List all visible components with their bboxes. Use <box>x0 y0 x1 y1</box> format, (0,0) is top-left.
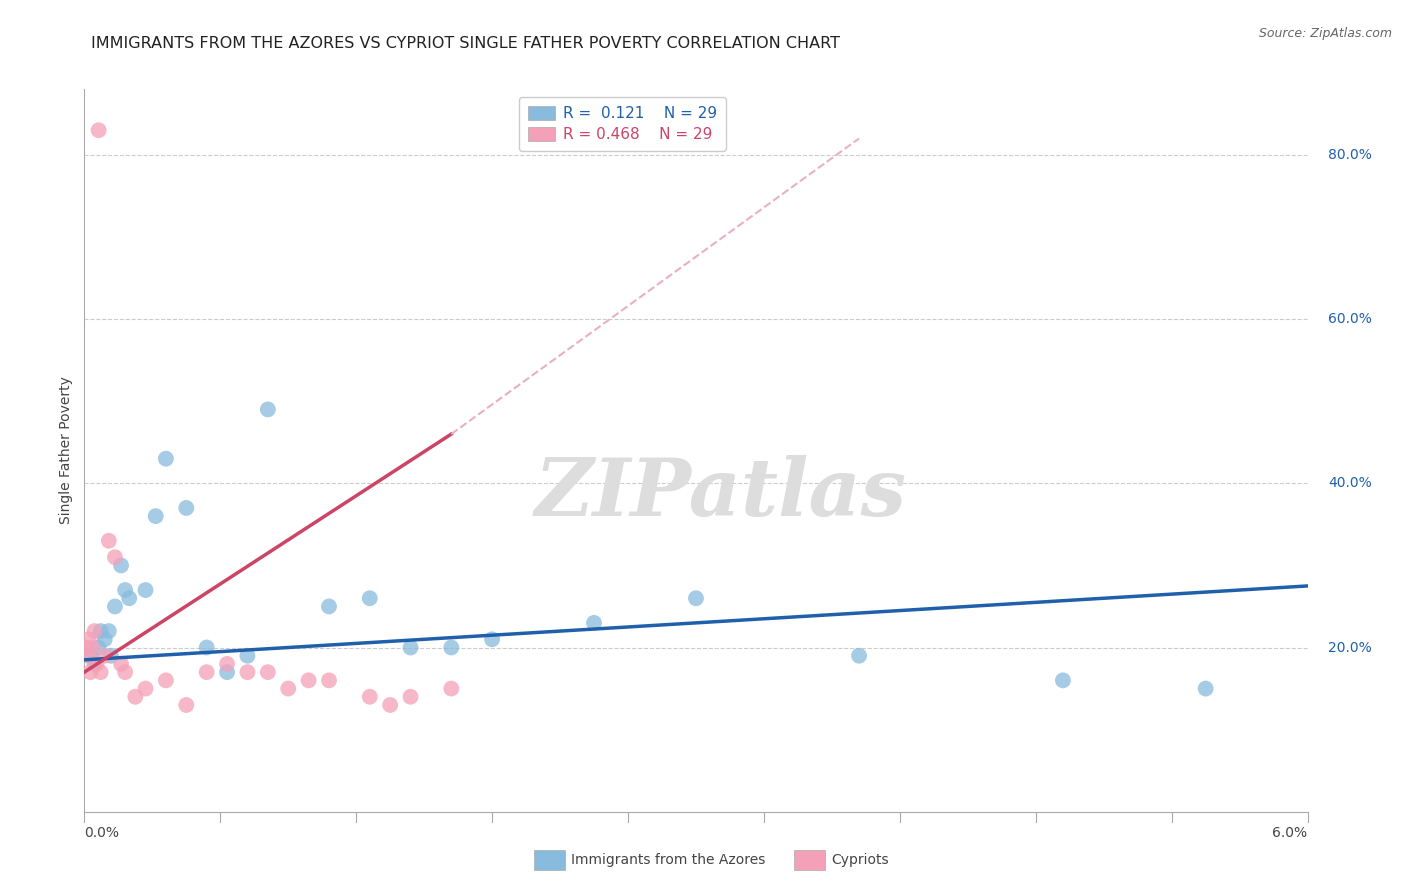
Point <box>90 624 112 639</box>
Point <box>114 665 136 680</box>
Point <box>277 681 299 696</box>
Point <box>124 690 146 704</box>
Point <box>848 648 870 663</box>
Legend: R =  0.121    N = 29, R = 0.468    N = 29: R = 0.121 N = 29, R = 0.468 N = 29 <box>519 97 727 152</box>
Point <box>176 698 198 712</box>
Point <box>685 591 707 606</box>
Point <box>236 665 259 680</box>
Text: ZIPatlas: ZIPatlas <box>534 455 907 533</box>
Text: 80.0%: 80.0% <box>1329 148 1372 161</box>
Text: Immigrants from the Azores: Immigrants from the Azores <box>571 853 765 867</box>
Point <box>440 681 463 696</box>
Point <box>257 665 280 680</box>
Point <box>217 657 239 671</box>
Point <box>77 648 100 663</box>
Point <box>318 599 340 614</box>
Point <box>90 665 112 680</box>
Point <box>359 591 381 606</box>
Point <box>399 640 422 655</box>
Point <box>257 402 280 417</box>
Point <box>100 648 122 663</box>
Point <box>1195 681 1218 696</box>
Point <box>1052 673 1074 688</box>
Point <box>135 681 157 696</box>
Y-axis label: Single Father Poverty: Single Father Poverty <box>59 376 73 524</box>
Point <box>87 640 110 655</box>
Point <box>77 632 100 647</box>
Point <box>104 550 127 565</box>
Point <box>135 582 157 597</box>
Point <box>87 123 110 137</box>
Point <box>97 533 120 548</box>
Point <box>298 673 321 688</box>
Point <box>236 648 259 663</box>
Point <box>583 615 606 630</box>
Point <box>83 624 105 639</box>
Point <box>380 698 402 712</box>
Point <box>114 582 136 597</box>
Point <box>118 591 141 606</box>
Point <box>110 558 132 573</box>
Point <box>318 673 340 688</box>
Point <box>440 640 463 655</box>
Text: 6.0%: 6.0% <box>1272 826 1308 840</box>
Point <box>481 632 503 647</box>
Point <box>155 673 177 688</box>
Point <box>155 451 177 466</box>
Text: 20.0%: 20.0% <box>1329 640 1372 655</box>
Point <box>75 640 97 655</box>
Point <box>93 648 117 663</box>
Point <box>86 657 108 671</box>
Point <box>145 509 167 524</box>
Point <box>359 690 381 704</box>
Point <box>79 665 101 680</box>
Point <box>104 599 127 614</box>
Point <box>195 665 218 680</box>
Point <box>399 690 422 704</box>
Point <box>195 640 218 655</box>
Text: IMMIGRANTS FROM THE AZORES VS CYPRIOT SINGLE FATHER POVERTY CORRELATION CHART: IMMIGRANTS FROM THE AZORES VS CYPRIOT SI… <box>91 36 841 51</box>
Text: 0.0%: 0.0% <box>84 826 120 840</box>
Point <box>110 657 132 671</box>
Point <box>82 640 104 655</box>
Text: 60.0%: 60.0% <box>1329 312 1372 326</box>
Point <box>176 500 198 515</box>
Text: Source: ZipAtlas.com: Source: ZipAtlas.com <box>1258 27 1392 40</box>
Point <box>93 632 117 647</box>
Point <box>83 657 105 671</box>
Point <box>217 665 239 680</box>
Point <box>97 624 120 639</box>
Text: Cypriots: Cypriots <box>831 853 889 867</box>
Point <box>79 648 101 663</box>
Text: 40.0%: 40.0% <box>1329 476 1372 491</box>
